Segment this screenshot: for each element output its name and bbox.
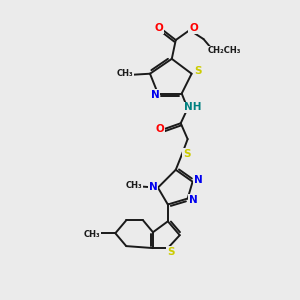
Text: CH₂CH₃: CH₂CH₃ — [208, 46, 241, 56]
Text: N: N — [151, 89, 159, 100]
Text: S: S — [167, 247, 175, 257]
Text: O: O — [154, 23, 163, 33]
Text: CH₃: CH₃ — [83, 230, 100, 239]
Text: S: S — [183, 149, 190, 159]
Text: N: N — [194, 175, 203, 185]
Text: CH₃: CH₃ — [117, 69, 134, 78]
Text: NH: NH — [184, 102, 201, 112]
Text: S: S — [194, 66, 201, 76]
Text: N: N — [148, 182, 157, 192]
Text: O: O — [155, 124, 164, 134]
Text: CH₃: CH₃ — [126, 181, 142, 190]
Text: O: O — [189, 23, 198, 33]
Text: N: N — [189, 194, 198, 205]
